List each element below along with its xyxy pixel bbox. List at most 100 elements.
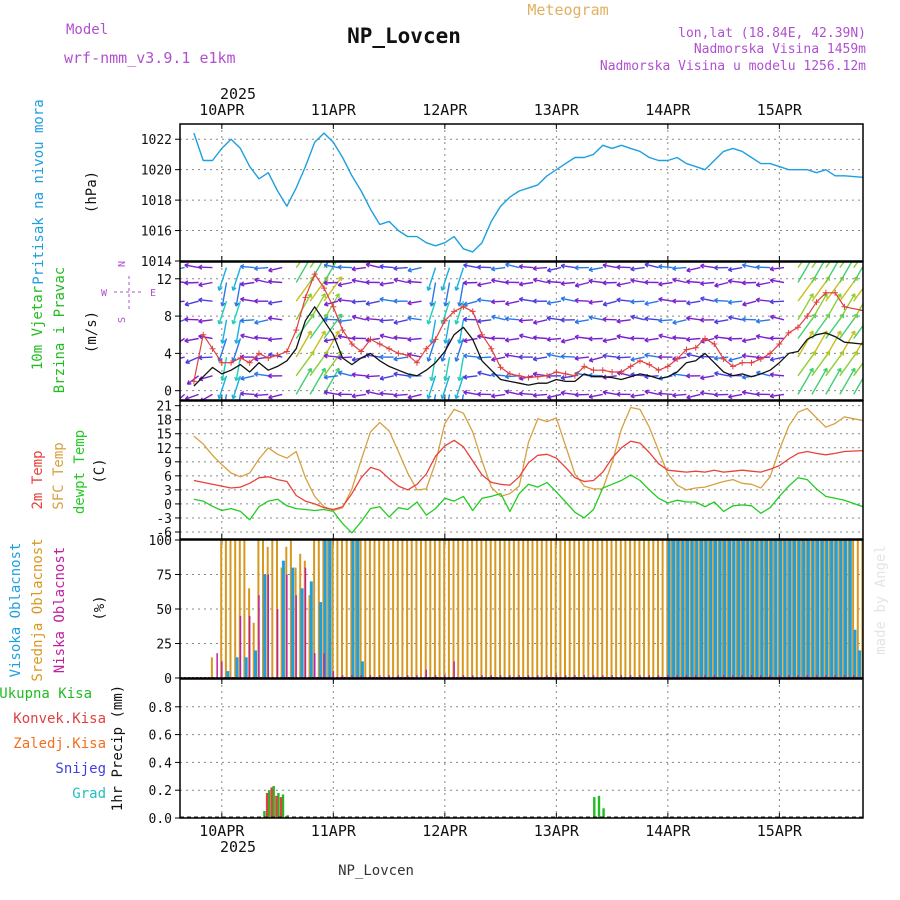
mid-cloud-bar (452, 540, 455, 678)
wind-gust-marker (190, 378, 197, 385)
mid-cloud-bar (643, 540, 645, 678)
low-cloud-bar (769, 675, 771, 678)
wind-arrow-head (253, 298, 259, 304)
wind-gust-marker (804, 313, 811, 320)
wind-arrow (547, 353, 562, 358)
mid-cloud-bar (355, 540, 357, 678)
wind-arrow (240, 319, 255, 322)
high-cloud-bar (779, 540, 783, 678)
wind-arrow (232, 300, 242, 325)
wind-arrow (770, 315, 785, 321)
elevation-label: Nadmorska Visina 1459m (694, 42, 866, 57)
wind-arrow (455, 267, 465, 291)
mid-cloud-bar (308, 595, 311, 678)
wind-arrow (224, 394, 228, 400)
wind-arrow-head (379, 296, 384, 303)
wind-arrow-head (560, 317, 565, 323)
wind-arrow-head (393, 371, 398, 377)
low-cloud-bar (369, 675, 372, 678)
wind-arrow (323, 351, 343, 377)
wind-arrow (323, 276, 343, 302)
wind-arrow (770, 279, 785, 284)
wind-arrow (797, 293, 814, 321)
low-cloud-bar (555, 675, 558, 678)
wind-arrow (491, 266, 506, 270)
wind-arrow (352, 315, 367, 321)
wind-arrow (254, 278, 269, 284)
mid-cloud-bar (387, 540, 390, 678)
wind-arrow (180, 266, 185, 270)
mid-cloud-bar (689, 540, 692, 678)
day-label-top: 12APR (422, 101, 468, 119)
wind-arrow-head (457, 302, 463, 307)
wind-arrow-head (836, 330, 842, 336)
wind-arrow-head (851, 257, 855, 261)
low-cloud-bar (462, 675, 465, 678)
mid-cloud-bar (271, 540, 274, 678)
wind-arrow-head (184, 301, 190, 307)
mid-cloud-bar (322, 540, 325, 678)
wind-arrow (533, 278, 548, 284)
wind-arrow-head (335, 293, 340, 298)
wind-arrow (561, 337, 576, 343)
mid-cloud-bar (415, 540, 418, 678)
wind-arrow (337, 356, 352, 359)
wind-arrow-head (321, 330, 326, 336)
wind-arrow (756, 371, 771, 377)
wind-arrow-head (365, 300, 371, 307)
wind-arrow (180, 393, 186, 400)
high-cloud-bar (690, 540, 694, 678)
mid-cloud-bar (694, 540, 697, 678)
temp-title-sfc: SFC Temp (51, 442, 67, 509)
low-cloud-bar (351, 675, 353, 678)
mid-cloud-bar (666, 540, 669, 678)
wind-arrow (616, 299, 631, 302)
wind-arrow (323, 262, 337, 283)
mid-cloud-bar (234, 540, 237, 678)
wind-arrow (240, 334, 255, 340)
wind-arrow-head (184, 316, 189, 323)
wind-arrow-head (602, 389, 607, 396)
low-cloud-bar (509, 675, 511, 678)
wind-arrow-head (198, 281, 203, 288)
low-cloud-bar (704, 675, 706, 678)
mid-cloud-bar (768, 540, 771, 678)
compass-east: E (150, 288, 156, 299)
mid-cloud-bar (717, 540, 720, 678)
cloud-panel: 0 25 50 75 100 (149, 534, 864, 687)
wind-arrow-head (184, 262, 189, 269)
wind-gust-marker (794, 324, 801, 331)
mid-cloud-bar (327, 540, 330, 678)
wind-arrow-head (826, 243, 830, 247)
wind-arrow-head (672, 298, 677, 304)
wind-arrow (658, 392, 673, 396)
wind-arrow (477, 266, 492, 269)
wind-arrow (519, 392, 534, 396)
wind-title-1: 10m Vjetar (30, 286, 46, 370)
wind-arrow (463, 354, 478, 358)
wind-arrow-head (769, 314, 775, 320)
wind-gust-marker (544, 372, 551, 379)
y-tick-label: 100 (149, 534, 172, 549)
wind-arrow-head (239, 317, 245, 324)
wind-arrow-head (231, 319, 237, 325)
wind-arrow-head (700, 375, 705, 381)
mid-cloud-bar (443, 540, 446, 678)
wind-arrow (338, 281, 353, 286)
wind-arrow-head (407, 300, 412, 306)
wind-arrow-head (393, 319, 399, 325)
wind-arrow-head (393, 265, 398, 272)
mid-cloud-bar (485, 540, 488, 678)
high-cloud-bar (360, 661, 364, 678)
wind-arrow (393, 356, 408, 360)
wind-arrow-head (254, 319, 259, 325)
wind-arrow (560, 264, 576, 269)
low-cloud-bar (323, 653, 325, 678)
low-cloud-bar (221, 661, 223, 678)
mid-cloud-bar (447, 540, 450, 678)
wind-arrow (574, 356, 589, 360)
high-cloud-bar (309, 581, 313, 678)
y-tick-label: 1022 (141, 133, 172, 148)
wind-arrow (393, 373, 408, 377)
